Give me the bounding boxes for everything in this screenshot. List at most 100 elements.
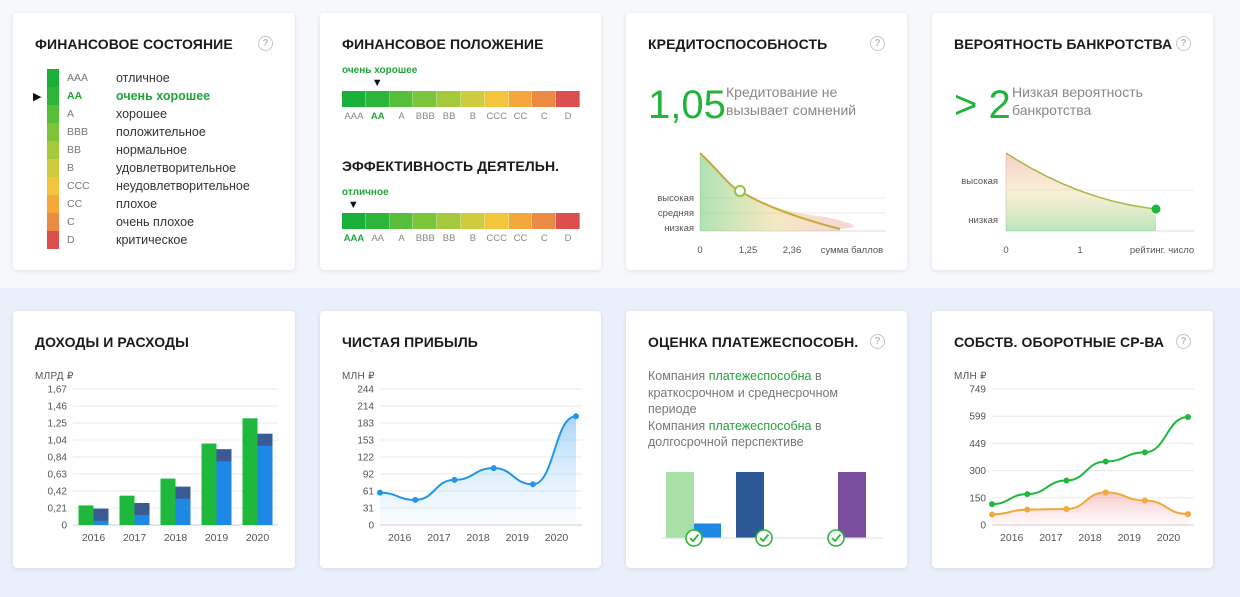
data-point[interactable]	[1102, 489, 1109, 496]
scale-label: плохое	[116, 197, 158, 211]
data-point[interactable]	[490, 465, 497, 472]
rating-code: D	[564, 111, 572, 122]
data-point[interactable]	[1063, 477, 1070, 484]
data-point[interactable]	[451, 476, 458, 483]
solvency-bar[interactable]	[736, 472, 764, 538]
y-tick: 300	[969, 466, 986, 477]
bar-income[interactable]	[201, 443, 217, 525]
card-profit: ЧИСТАЯ ПРИБЫЛЬ МЛН ₽ 244 214 183 153 122 92 61…	[320, 311, 601, 568]
rating-segment	[556, 213, 580, 229]
rating-segment	[365, 213, 390, 229]
rating-code: D	[564, 233, 572, 244]
data-point[interactable]	[1185, 413, 1191, 420]
y-tick: 0,63	[48, 470, 68, 481]
rating-segment	[460, 213, 485, 229]
rating-caption: отличное	[342, 187, 389, 198]
help-icon[interactable]: ?	[870, 334, 885, 349]
y-level-low: низкая	[664, 223, 694, 234]
scale-label: отличное	[116, 71, 170, 85]
area-fill	[380, 416, 576, 525]
data-point[interactable]	[1141, 449, 1148, 456]
bar-income[interactable]	[119, 495, 135, 525]
x-tick: 2019	[1118, 532, 1142, 544]
bar-expense[interactable]	[216, 449, 232, 525]
check-circle-icon	[827, 529, 845, 547]
unit-label: МЛН ₽	[954, 371, 987, 382]
y-tick: 0,84	[48, 453, 68, 464]
bar-income[interactable]	[160, 478, 176, 525]
help-icon[interactable]: ?	[258, 36, 273, 51]
scale-label: очень хорошее	[116, 89, 211, 103]
data-point[interactable]	[1024, 491, 1031, 498]
x-tick: 2017	[1039, 532, 1063, 544]
rating-segment	[413, 91, 438, 107]
help-icon[interactable]: ?	[1176, 36, 1191, 51]
data-point[interactable]	[573, 413, 579, 420]
x-axis-label: сумма баллов	[821, 245, 883, 256]
data-point[interactable]	[529, 481, 536, 488]
solvency-text: Компания платежеспособна в краткосрочном…	[648, 368, 878, 451]
scale-code: BBB	[67, 126, 89, 138]
scale-row: CC плохое	[35, 195, 275, 213]
x-tick: 0	[1003, 245, 1008, 256]
rating-code: B	[469, 233, 477, 244]
scale-color-block	[47, 105, 59, 123]
x-tick: 2017	[427, 532, 451, 544]
y-tick: 61	[363, 487, 375, 498]
rating-segment	[508, 91, 533, 107]
help-icon[interactable]: ?	[1176, 334, 1191, 349]
x-tick: 2016	[388, 532, 412, 544]
data-point[interactable]	[377, 489, 383, 496]
y-tick: 150	[969, 493, 986, 504]
check-circle-icon	[755, 529, 773, 547]
x-tick: 2016	[82, 532, 106, 544]
bar-expense-cap	[216, 449, 232, 462]
card-title-efficiency: ЭФФЕКТИВНОСТЬ ДЕЯТЕЛЬН.	[342, 158, 560, 174]
data-point[interactable]	[1185, 511, 1191, 518]
rating-code: C	[540, 233, 548, 244]
data-point[interactable]	[412, 496, 419, 503]
solvency-bar[interactable]	[838, 472, 866, 538]
rating-segment	[413, 213, 438, 229]
data-point[interactable]	[1141, 497, 1148, 504]
unit-label: МЛРД ₽	[35, 371, 74, 382]
data-point[interactable]	[989, 511, 995, 518]
profit-chart: 244 214 183 153 122 92 61 31 0 2016 2017 2018 2019 20…	[357, 385, 582, 544]
credit-chart: высокая средняя низкая 0 1,25 2,36 сумма…	[657, 152, 886, 256]
rating-segment	[437, 91, 461, 107]
rating-code: BBB	[415, 233, 435, 244]
bar-expense-cap	[134, 503, 150, 516]
income-chart: 1,67 1,46 1,25 1,04 0,84 0,63 0,42 0,21 0 2016 201…	[48, 385, 278, 544]
bar-expense[interactable]	[257, 433, 273, 525]
scale-row: CCC неудовлетворительное	[35, 177, 275, 195]
card-title: ФИНАНСОВОЕ ПОЛОЖЕНИЕ	[342, 36, 544, 52]
scale-color-block	[47, 231, 59, 249]
card-income: ДОХОДЫ И РАСХОДЫ МЛРД ₽ 1,67 1,46 1,25 1,04…	[13, 311, 295, 568]
data-point[interactable]	[1024, 506, 1031, 513]
y-tick: 1,25	[48, 419, 68, 430]
rating-caption: очень хорошее	[342, 65, 418, 76]
scale-code: D	[67, 234, 75, 246]
bar-income[interactable]	[78, 505, 94, 525]
data-point[interactable]	[1102, 458, 1109, 465]
rating-segment	[532, 213, 557, 229]
scale-color-block	[47, 69, 59, 87]
scale-row: ▶ AA очень хорошее	[33, 87, 275, 105]
data-point[interactable]	[989, 501, 995, 508]
bankruptcy-chart: высокая низкая 0 1 рейтинг. число	[961, 152, 1194, 256]
bar-income[interactable]	[242, 418, 258, 525]
solvency-bar[interactable]	[666, 472, 694, 538]
y-tick: 0	[61, 521, 67, 532]
help-icon[interactable]: ?	[870, 36, 885, 51]
data-point[interactable]	[1063, 506, 1070, 513]
solvency-chart	[662, 472, 882, 547]
card-solvency: ОЦЕНКА ПЛАТЕЖЕСПОСОБН. ? Компания платеж…	[626, 311, 907, 568]
rating-code: AA	[371, 233, 385, 244]
rating-code: AAA	[344, 111, 364, 122]
x-axis-label: рейтинг. число	[1130, 245, 1194, 256]
card-credit: КРЕДИТОСПОСОБНОСТЬ ? 1,05 Кредитование н…	[626, 13, 907, 270]
scale-color-block	[47, 87, 59, 105]
card-title: ФИНАНСОВОЕ СОСТОЯНИЕ	[35, 36, 233, 52]
